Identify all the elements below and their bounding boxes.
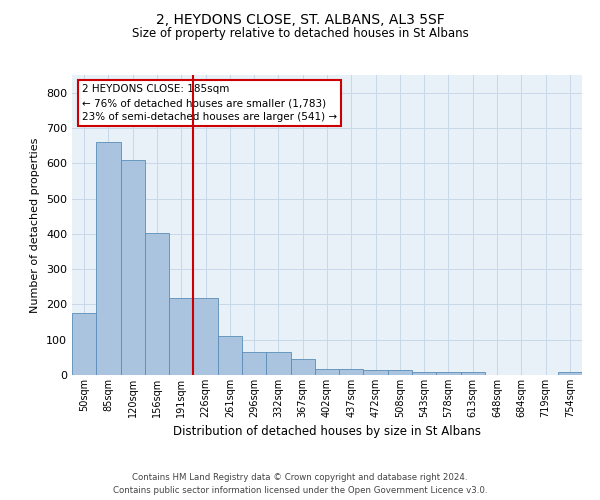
Bar <box>266 352 290 375</box>
Bar <box>121 160 145 375</box>
Bar <box>145 233 169 375</box>
Bar <box>218 336 242 375</box>
Text: Contains HM Land Registry data © Crown copyright and database right 2024.
Contai: Contains HM Land Registry data © Crown c… <box>113 474 487 495</box>
Bar <box>388 370 412 375</box>
Text: 2 HEYDONS CLOSE: 185sqm
← 76% of detached houses are smaller (1,783)
23% of semi: 2 HEYDONS CLOSE: 185sqm ← 76% of detache… <box>82 84 337 122</box>
Bar <box>461 372 485 375</box>
X-axis label: Distribution of detached houses by size in St Albans: Distribution of detached houses by size … <box>173 426 481 438</box>
Bar <box>290 359 315 375</box>
Bar <box>436 372 461 375</box>
Bar <box>96 142 121 375</box>
Text: 2, HEYDONS CLOSE, ST. ALBANS, AL3 5SF: 2, HEYDONS CLOSE, ST. ALBANS, AL3 5SF <box>155 12 445 26</box>
Bar <box>339 368 364 375</box>
Bar <box>315 368 339 375</box>
Bar <box>242 352 266 375</box>
Bar <box>412 372 436 375</box>
Bar <box>193 298 218 375</box>
Bar <box>169 298 193 375</box>
Bar <box>558 372 582 375</box>
Y-axis label: Number of detached properties: Number of detached properties <box>31 138 40 312</box>
Text: Size of property relative to detached houses in St Albans: Size of property relative to detached ho… <box>131 28 469 40</box>
Bar <box>364 370 388 375</box>
Bar <box>72 313 96 375</box>
